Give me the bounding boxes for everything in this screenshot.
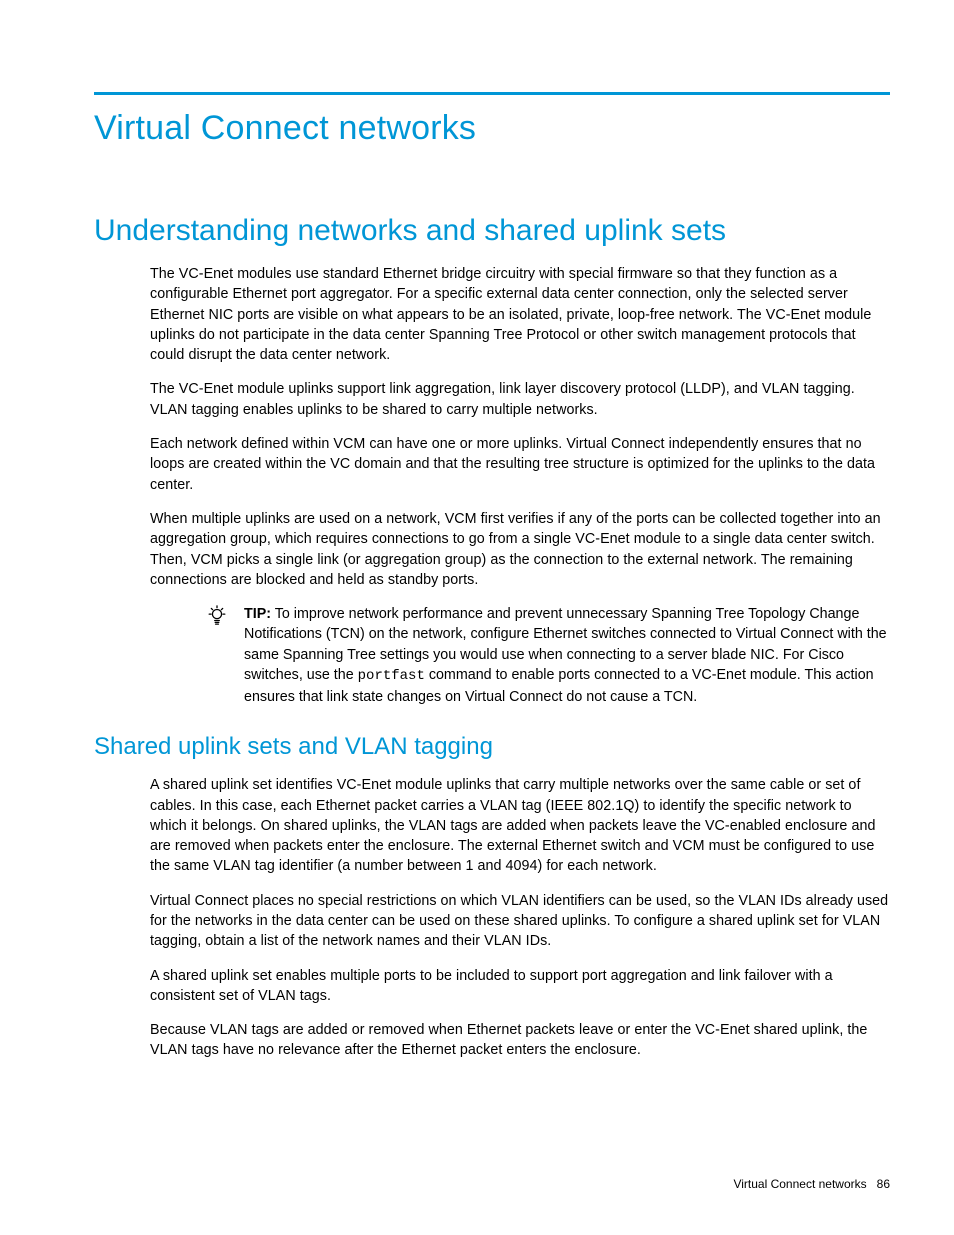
footer-section-name: Virtual Connect networks xyxy=(733,1177,866,1191)
subsection-heading-h3: Shared uplink sets and VLAN tagging xyxy=(94,733,890,761)
body-paragraph: A shared uplink set enables multiple por… xyxy=(150,966,890,1007)
tip-text: TIP: To improve network performance and … xyxy=(244,604,890,707)
body-paragraph: The VC-Enet module uplinks support link … xyxy=(150,379,890,420)
body-paragraph: Each network defined within VCM can have… xyxy=(150,434,890,495)
tip-label: TIP: xyxy=(244,606,271,622)
tip-code: portfast xyxy=(358,668,425,684)
footer-page-number: 86 xyxy=(877,1177,890,1191)
lightbulb-icon xyxy=(206,604,228,626)
body-paragraph: The VC-Enet modules use standard Etherne… xyxy=(150,264,890,365)
section-1-body: The VC-Enet modules use standard Etherne… xyxy=(150,264,890,707)
section-heading-h2: Understanding networks and shared uplink… xyxy=(94,214,890,248)
body-paragraph: Because VLAN tags are added or removed w… xyxy=(150,1020,890,1061)
page-title-h1: Virtual Connect networks xyxy=(94,109,890,148)
page: Virtual Connect networks Understanding n… xyxy=(0,0,954,1115)
body-paragraph: Virtual Connect places no special restri… xyxy=(150,891,890,952)
page-footer: Virtual Connect networks 86 xyxy=(733,1177,890,1191)
tip-callout: TIP: To improve network performance and … xyxy=(206,604,890,707)
section-2-body: A shared uplink set identifies VC-Enet m… xyxy=(150,775,890,1061)
body-paragraph: When multiple uplinks are used on a netw… xyxy=(150,509,890,590)
heading-rule xyxy=(94,92,890,95)
body-paragraph: A shared uplink set identifies VC-Enet m… xyxy=(150,775,890,876)
